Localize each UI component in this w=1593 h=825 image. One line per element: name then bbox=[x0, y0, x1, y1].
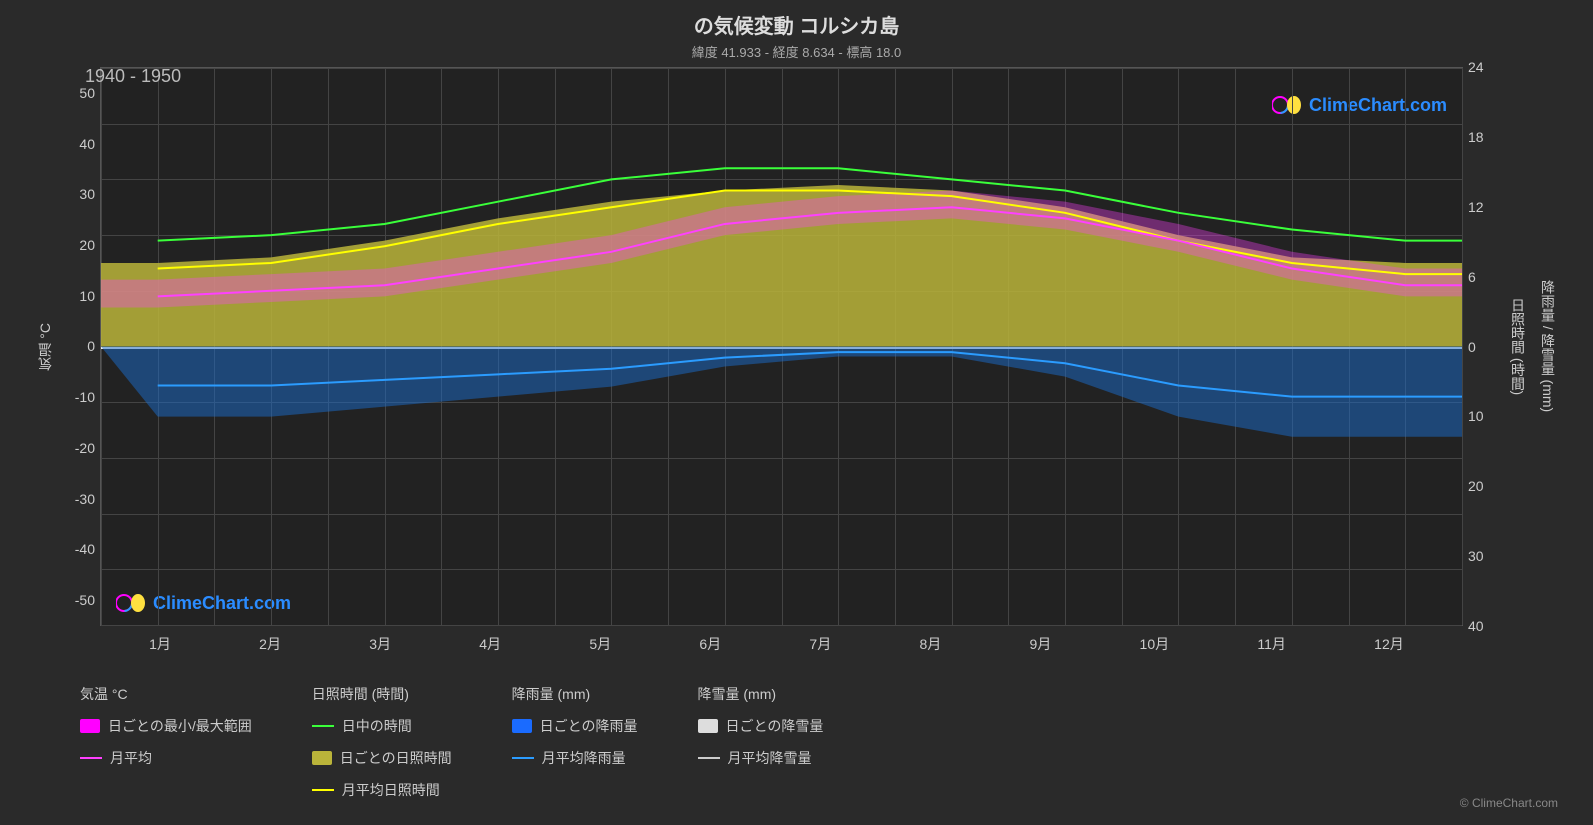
x-tick: 2月 bbox=[259, 634, 281, 654]
rain-daily-band bbox=[101, 347, 1462, 437]
legend-item: 日ごとの降雪量 bbox=[698, 716, 824, 736]
legend-item: 月平均 bbox=[80, 748, 252, 768]
legend-line-icon bbox=[698, 757, 720, 759]
chart-wrapper: 気温 °C 50 40 30 20 10 0 -10 -20 -30 -40 -50 ClimeCh… bbox=[30, 67, 1563, 626]
y-tick-left: 10 bbox=[65, 288, 95, 304]
x-tick: 5月 bbox=[589, 634, 611, 654]
y-tick-right-top: 6 bbox=[1468, 269, 1476, 285]
legend-label: 日ごとの降雨量 bbox=[540, 716, 638, 736]
y-tick-right-top: 18 bbox=[1468, 129, 1484, 145]
legend-label: 日ごとの日照時間 bbox=[340, 748, 452, 768]
y-tick-right-top: 12 bbox=[1468, 199, 1484, 215]
y-tick-left: 50 bbox=[65, 85, 95, 101]
legend-swatch-icon bbox=[80, 719, 100, 733]
legend-item: 日中の時間 bbox=[312, 716, 452, 736]
legend-item: 日ごとの降雨量 bbox=[512, 716, 638, 736]
x-tick: 9月 bbox=[1030, 634, 1052, 654]
legend-line-icon bbox=[80, 757, 102, 759]
y-tick-left: -10 bbox=[65, 389, 95, 405]
legend-column: 降雪量 (mm) 日ごとの降雪量月平均降雪量 bbox=[698, 684, 824, 800]
legend-header: 降雨量 (mm) bbox=[512, 684, 638, 704]
legend-label: 日ごとの最小/最大範囲 bbox=[108, 716, 252, 736]
x-tick: 10月 bbox=[1140, 634, 1170, 654]
legend-line-icon bbox=[312, 725, 334, 727]
x-tick: 11月 bbox=[1257, 634, 1286, 654]
legend-item: 月平均降雨量 bbox=[512, 748, 638, 768]
title-area: の気候変動 コルシカ島 緯度 41.933 - 経度 8.634 - 標高 18… bbox=[30, 10, 1563, 61]
y-axis-left-label: 気温 °C bbox=[30, 323, 60, 371]
legend-label: 月平均降雪量 bbox=[728, 748, 812, 768]
legend-column: 気温 °C 日ごとの最小/最大範囲月平均 bbox=[80, 684, 252, 800]
y-tick-right-bottom: 20 bbox=[1468, 478, 1484, 494]
legend-line-icon bbox=[512, 757, 534, 759]
y-tick-left: 0 bbox=[65, 338, 95, 354]
chart-container: の気候変動 コルシカ島 緯度 41.933 - 経度 8.634 - 標高 18… bbox=[0, 0, 1593, 825]
x-tick: 4月 bbox=[479, 634, 501, 654]
y-tick-left: -40 bbox=[65, 541, 95, 557]
y-tick-left: 30 bbox=[65, 186, 95, 202]
legend-item: 月平均降雪量 bbox=[698, 748, 824, 768]
legend-header: 気温 °C bbox=[80, 684, 252, 704]
grid-line-h bbox=[101, 625, 1462, 626]
x-tick: 6月 bbox=[699, 634, 721, 654]
legend-label: 月平均日照時間 bbox=[342, 780, 440, 800]
legend-swatch-icon bbox=[698, 719, 718, 733]
legend-item: 月平均日照時間 bbox=[312, 780, 452, 800]
y-tick-left: -50 bbox=[65, 592, 95, 608]
y-axis-left: 50 40 30 20 10 0 -10 -20 -30 -40 -50 bbox=[60, 67, 100, 626]
legend-header: 日照時間 (時間) bbox=[312, 684, 452, 704]
main-title: の気候変動 コルシカ島 bbox=[30, 10, 1563, 39]
x-axis: 1月 2月 3月 4月 5月 6月 7月 8月 9月 10月 11月 12月 bbox=[30, 626, 1488, 669]
subtitle: 緯度 41.933 - 経度 8.634 - 標高 18.0 bbox=[30, 42, 1563, 61]
legend: 気温 °C 日ごとの最小/最大範囲月平均 日照時間 (時間) 日中の時間日ごとの日照時… bbox=[30, 669, 1563, 805]
footer-credit: © ClimeChart.com bbox=[1460, 796, 1558, 810]
legend-line-icon bbox=[312, 789, 334, 791]
legend-header: 降雪量 (mm) bbox=[698, 684, 824, 704]
x-tick: 7月 bbox=[809, 634, 831, 654]
y-tick-left: -20 bbox=[65, 440, 95, 456]
y-tick-left: 40 bbox=[65, 136, 95, 152]
legend-label: 日ごとの降雪量 bbox=[726, 716, 824, 736]
y-axis-right: 2418126010203040 bbox=[1463, 67, 1503, 626]
legend-swatch-icon bbox=[312, 751, 332, 765]
legend-column: 日照時間 (時間) 日中の時間日ごとの日照時間月平均日照時間 bbox=[312, 684, 452, 800]
y-axis-right-label-bottom: 降雨量 / 降雪量 (mm) bbox=[1533, 280, 1563, 412]
chart-svg bbox=[101, 68, 1462, 625]
y-tick-right-top: 0 bbox=[1468, 339, 1476, 355]
legend-swatch-icon bbox=[512, 719, 532, 733]
y-axis-right-label-top: 日照時間 (時間) bbox=[1503, 298, 1533, 395]
legend-item: 日ごとの日照時間 bbox=[312, 748, 452, 768]
legend-item: 日ごとの最小/最大範囲 bbox=[80, 716, 252, 736]
period-label: 1940 - 1950 bbox=[85, 66, 1563, 87]
legend-label: 日中の時間 bbox=[342, 716, 412, 736]
y-tick-left: 20 bbox=[65, 237, 95, 253]
y-tick-right-bottom: 10 bbox=[1468, 408, 1484, 424]
plot-area: ClimeChart.com ClimeChart.com bbox=[100, 67, 1463, 626]
y-tick-left: -30 bbox=[65, 491, 95, 507]
x-tick: 8月 bbox=[919, 634, 941, 654]
legend-label: 月平均降雨量 bbox=[542, 748, 626, 768]
x-tick: 1月 bbox=[149, 634, 171, 654]
x-tick: 12月 bbox=[1374, 634, 1404, 654]
y-tick-right-bottom: 40 bbox=[1468, 618, 1484, 634]
x-tick: 3月 bbox=[369, 634, 391, 654]
y-tick-right-bottom: 30 bbox=[1468, 548, 1484, 564]
legend-column: 降雨量 (mm) 日ごとの降雨量月平均降雨量 bbox=[512, 684, 638, 800]
legend-label: 月平均 bbox=[110, 748, 152, 768]
